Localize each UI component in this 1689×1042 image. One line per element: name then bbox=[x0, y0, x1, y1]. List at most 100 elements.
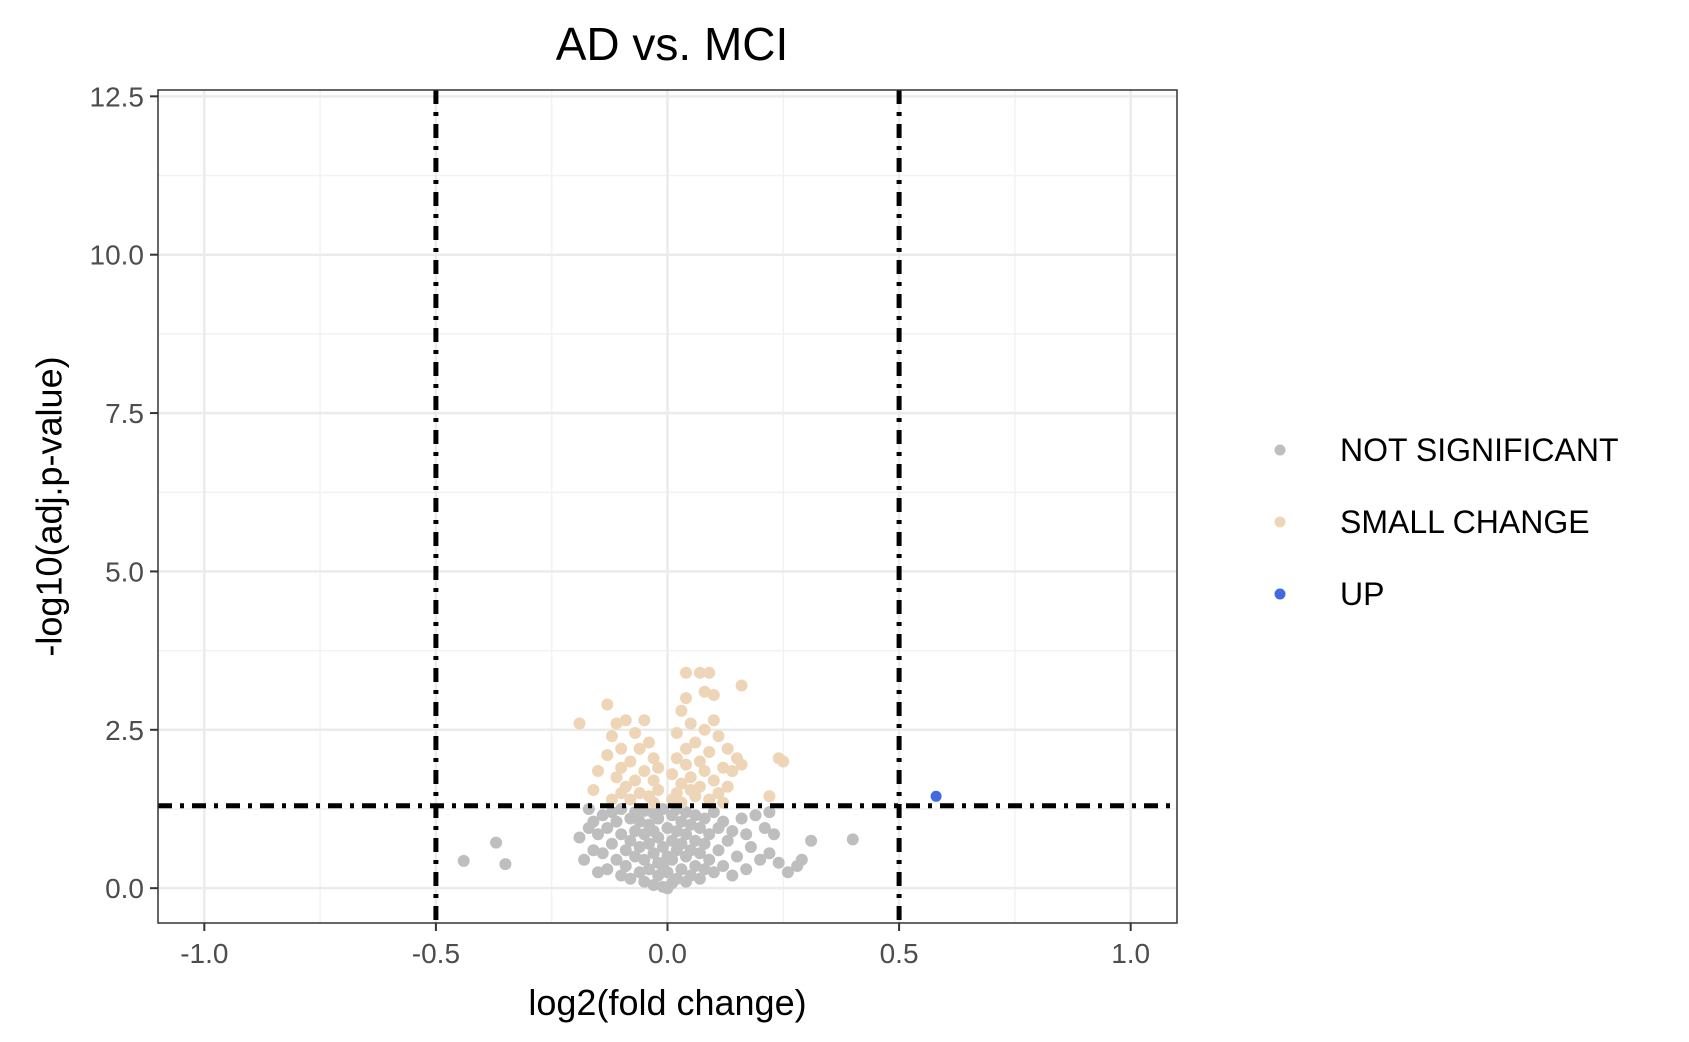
data-point bbox=[680, 666, 692, 679]
data-point bbox=[656, 841, 669, 853]
data-point bbox=[675, 837, 688, 850]
data-point bbox=[633, 742, 646, 755]
data-point bbox=[643, 837, 655, 850]
data-point bbox=[666, 768, 679, 781]
data-point bbox=[740, 863, 753, 876]
data-point bbox=[763, 806, 776, 819]
legend: NOT SIGNIFICANT SMALL CHANGE UP bbox=[1274, 432, 1619, 612]
data-point bbox=[726, 869, 739, 882]
data-point bbox=[638, 853, 651, 866]
threshold-lines bbox=[158, 90, 1177, 923]
data-point bbox=[629, 825, 642, 838]
data-point bbox=[615, 828, 628, 841]
data-point bbox=[596, 809, 609, 822]
data-point bbox=[643, 736, 655, 749]
y-tick-label: 10.0 bbox=[90, 240, 145, 271]
data-point bbox=[703, 793, 716, 806]
data-point bbox=[754, 853, 767, 866]
data-point bbox=[587, 815, 600, 828]
data-point bbox=[795, 853, 808, 866]
data-point bbox=[772, 856, 785, 869]
x-tick-label: -1.0 bbox=[180, 938, 228, 969]
data-point bbox=[643, 863, 655, 876]
data-point bbox=[587, 844, 600, 857]
data-point bbox=[698, 837, 711, 850]
data-point bbox=[703, 666, 716, 679]
legend-label: SMALL CHANGE bbox=[1340, 504, 1590, 540]
data-point bbox=[712, 730, 725, 743]
data-point bbox=[675, 704, 688, 717]
data-point bbox=[499, 858, 512, 871]
data-point bbox=[670, 787, 683, 800]
data-point bbox=[693, 847, 706, 860]
data-point bbox=[846, 833, 859, 846]
data-point bbox=[633, 841, 646, 853]
data-point bbox=[693, 822, 706, 834]
data-point bbox=[717, 815, 730, 828]
x-tick-label: -0.5 bbox=[412, 938, 460, 969]
data-point bbox=[712, 787, 725, 800]
data-point bbox=[633, 815, 646, 828]
data-point bbox=[707, 774, 720, 787]
data-point bbox=[675, 863, 688, 876]
data-point bbox=[601, 749, 614, 762]
data-point bbox=[693, 780, 706, 793]
data-point bbox=[610, 815, 623, 828]
data-point bbox=[684, 717, 697, 730]
legend-label: UP bbox=[1340, 576, 1384, 612]
data-point bbox=[615, 742, 628, 755]
x-tick-label: 0.0 bbox=[648, 938, 687, 969]
y-tick-label: 2.5 bbox=[105, 715, 144, 746]
data-point bbox=[684, 818, 697, 831]
data-point bbox=[652, 869, 665, 882]
data-point bbox=[689, 790, 702, 803]
data-point bbox=[652, 831, 665, 844]
data-point bbox=[615, 869, 628, 882]
data-point bbox=[680, 692, 692, 705]
data-point bbox=[573, 831, 586, 844]
data-point bbox=[647, 774, 660, 787]
data-point bbox=[629, 774, 642, 787]
data-point bbox=[633, 866, 646, 879]
y-tick-label: 0.0 bbox=[105, 873, 144, 904]
x-tick-label: 1.0 bbox=[1111, 938, 1150, 969]
data-point bbox=[610, 853, 623, 866]
data-point bbox=[717, 761, 730, 774]
data-point bbox=[698, 765, 711, 777]
data-point bbox=[698, 685, 711, 698]
data-point bbox=[781, 866, 794, 879]
data-point bbox=[721, 834, 734, 847]
data-point bbox=[629, 850, 642, 863]
data-point bbox=[605, 837, 618, 850]
y-axis-title: -log10(adj.p-value) bbox=[29, 356, 70, 656]
data-point bbox=[592, 765, 604, 777]
data-point bbox=[661, 866, 674, 879]
data-point bbox=[619, 780, 632, 793]
data-point bbox=[703, 853, 716, 866]
data-point bbox=[680, 742, 692, 755]
data-point bbox=[777, 755, 790, 768]
data-point bbox=[629, 806, 642, 819]
data-point bbox=[675, 777, 688, 790]
data-point bbox=[735, 679, 748, 692]
data-point bbox=[587, 784, 600, 796]
chart-title: AD vs. MCI bbox=[556, 18, 789, 70]
data-point bbox=[680, 806, 692, 819]
data-point bbox=[666, 853, 679, 866]
data-point bbox=[689, 736, 702, 749]
data-point bbox=[707, 806, 720, 819]
data-point bbox=[680, 758, 692, 771]
data-point bbox=[601, 863, 614, 876]
data-point bbox=[717, 860, 730, 872]
data-point bbox=[721, 742, 734, 755]
data-point bbox=[629, 727, 642, 739]
y-tick-label: 7.5 bbox=[105, 398, 144, 429]
data-point bbox=[619, 860, 632, 872]
data-point bbox=[666, 834, 679, 847]
data-point bbox=[624, 872, 637, 885]
data-point bbox=[693, 755, 706, 768]
data-point bbox=[744, 841, 757, 853]
data-point bbox=[684, 771, 697, 784]
